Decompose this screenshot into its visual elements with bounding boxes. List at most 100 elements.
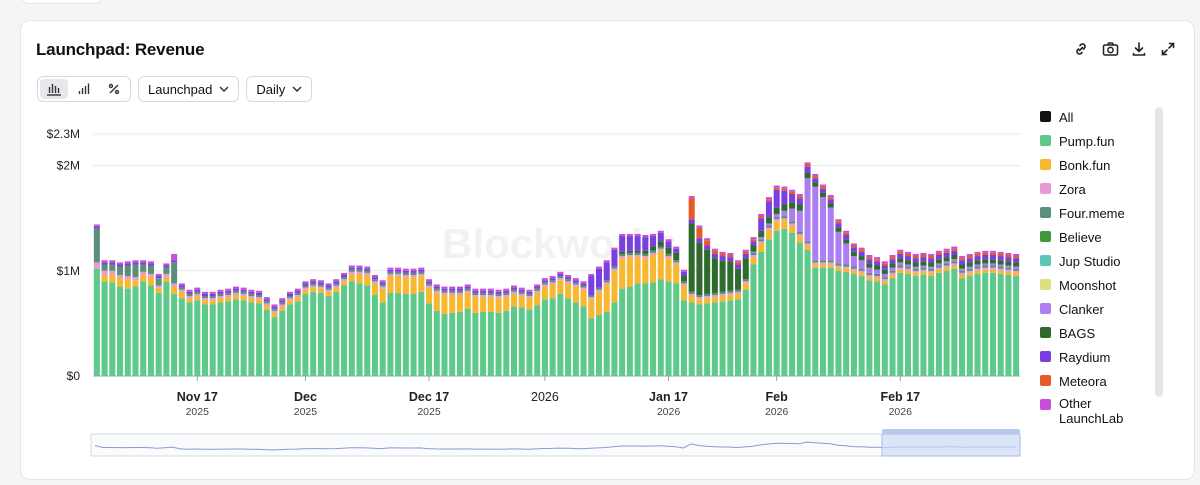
bar-segment-pump[interactable] [989,272,996,376]
bar-segment-four[interactable] [850,266,857,269]
bar-segment-zora[interactable] [371,281,378,284]
bar-segment-zora[interactable] [140,271,147,275]
bar-segment-four[interactable] [959,270,966,273]
bar-segment-bonk[interactable] [132,280,139,287]
bar-segment-other[interactable] [650,233,657,237]
bar-segment-zora[interactable] [781,218,788,221]
bar-segment-bonk[interactable] [356,273,363,284]
bar-segment-bonk[interactable] [565,283,572,299]
bar-segment-pump[interactable] [325,296,332,376]
bar-segment-pump[interactable] [959,278,966,376]
bar-segment-other[interactable] [966,253,973,257]
bar-segment-four[interactable] [487,292,494,295]
bar-segment-raydium[interactable] [441,288,448,291]
bar-segment-clanker[interactable] [874,269,881,274]
bar-segment-zora[interactable] [534,290,541,293]
bar-segment-zora[interactable] [101,270,108,275]
bar-segment-other[interactable] [194,287,201,290]
bar-segment-raydium[interactable] [750,241,757,246]
bar-segment-bags[interactable] [912,262,919,267]
bar-segment-pump[interactable] [178,298,185,376]
bar-segment-pump[interactable] [704,303,711,376]
bar-segment-bonk[interactable] [719,296,726,302]
bar-segment-other[interactable] [580,281,587,284]
bar-segment-bags[interactable] [889,263,896,268]
bar-segment-bonk[interactable] [572,286,579,303]
bar-segment-four[interactable] [279,302,286,305]
bar-segment-pump[interactable] [974,273,981,376]
navigator-selection[interactable] [881,433,1021,457]
bar-segment-meteora[interactable] [773,187,780,190]
bar-segment-bonk[interactable] [904,270,911,274]
bar-segment-other[interactable] [511,285,518,288]
bar-segment-other[interactable] [588,273,595,277]
bar-segment-raydium[interactable] [495,291,502,294]
bar-segment-four[interactable] [642,253,649,257]
bar-segment-bags[interactable] [696,242,703,295]
bar-segment-other[interactable] [742,249,749,252]
bar-segment-pump[interactable] [379,302,386,376]
bar-segment-meteora[interactable] [889,257,896,260]
bar-segment-four[interactable] [966,268,973,271]
bar-segment-other[interactable] [989,250,996,253]
bar-segment-meteora[interactable] [727,255,734,258]
bar-segment-zora[interactable] [897,267,904,270]
bar-segment-raydium[interactable] [943,252,950,258]
bar-segment-four[interactable] [889,270,896,273]
bar-segment-zora[interactable] [696,297,703,300]
bar-segment-other[interactable] [217,289,224,292]
bar-segment-bonk[interactable] [680,285,687,301]
bar-segment-other[interactable] [719,251,726,254]
bar-segment-raydium[interactable] [935,255,942,260]
bar-segment-other[interactable] [209,291,216,294]
bar-segment-clanker[interactable] [928,266,935,269]
bar-segment-bags[interactable] [820,192,827,198]
bar-segment-bags[interactable] [866,263,873,268]
bar-segment-clanker[interactable] [804,178,811,242]
bar-segment-bonk[interactable] [727,294,734,301]
bar-segment-bonk[interactable] [789,225,796,233]
bar-segment-pump[interactable] [294,301,301,376]
bar-segment-bonk[interactable] [341,281,348,286]
legend-item[interactable]: Jup Studio [1040,254,1160,278]
bar-segment-bags[interactable] [719,260,726,292]
bar-segment-pump[interactable] [557,293,564,376]
bar-segment-four[interactable] [951,261,958,264]
bar-segment-zora[interactable] [904,268,911,271]
bar-segment-bonk[interactable] [387,276,394,293]
bar-segment-pump[interactable] [310,291,317,376]
bar-segment-other[interactable] [325,283,332,286]
bar-segment-four[interactable] [928,268,935,271]
bar-segment-pump[interactable] [147,285,154,376]
bar-segment-zora[interactable] [263,303,270,306]
bar-segment-four[interactable] [418,271,425,274]
bar-segment-other[interactable] [711,248,718,251]
bar-segment-bags[interactable] [935,259,942,264]
bar-segment-pump[interactable] [820,267,827,376]
bar-segment-four[interactable] [472,292,479,295]
bar-segment-other[interactable] [364,266,371,269]
bar-segment-pump[interactable] [588,318,595,376]
bar-segment-other[interactable] [835,219,842,222]
bar-segment-pump[interactable] [758,251,765,376]
bar-segment-raydium[interactable] [171,260,178,263]
bar-segment-four[interactable] [804,241,811,244]
bar-segment-zora[interactable] [1005,269,1012,272]
bar-segment-zora[interactable] [974,268,981,271]
bar-segment-other[interactable] [240,287,247,290]
bar-segment-pump[interactable] [456,311,463,376]
bar-segment-four[interactable] [820,260,827,263]
bar-segment-bonk[interactable] [426,287,433,304]
bar-segment-bonk[interactable] [503,297,510,311]
bar-segment-pump[interactable] [163,281,170,376]
bar-segment-other[interactable] [750,237,757,240]
bar-segment-other[interactable] [248,289,255,292]
bar-segment-meteora[interactable] [959,258,966,261]
bar-segment-meteora[interactable] [935,252,942,255]
bar-segment-bonk[interactable] [526,298,533,310]
bar-segment-bonk[interactable] [240,296,247,301]
bar-segment-other[interactable] [657,230,664,233]
bar-segment-other[interactable] [256,290,263,293]
bar-segment-other[interactable] [928,253,935,257]
bar-segment-other[interactable] [518,287,525,290]
